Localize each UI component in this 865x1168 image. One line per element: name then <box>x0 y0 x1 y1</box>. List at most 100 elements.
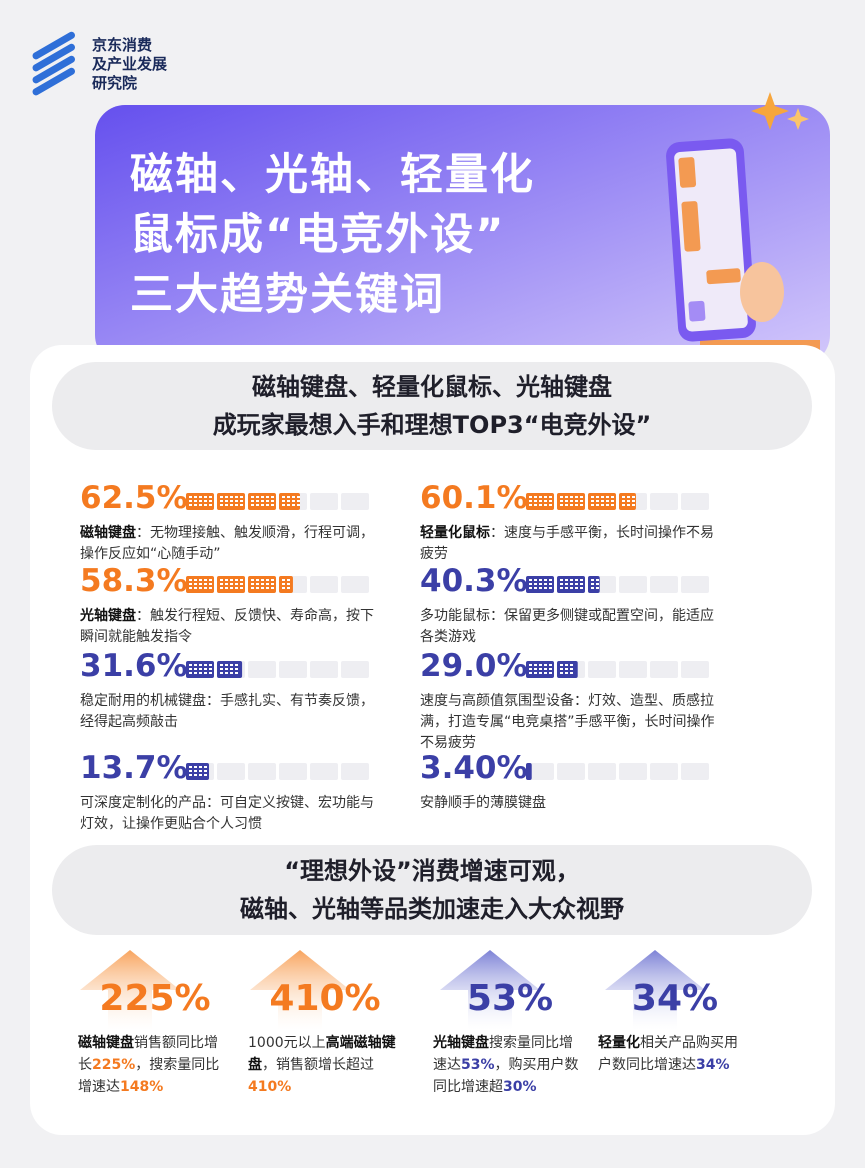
key <box>266 504 269 506</box>
key <box>560 587 563 589</box>
text-part: 148% <box>120 1079 164 1095</box>
key <box>235 583 238 585</box>
key <box>261 583 264 585</box>
key <box>282 496 285 498</box>
key <box>570 504 573 506</box>
key <box>220 668 223 670</box>
key <box>204 668 207 670</box>
key <box>622 496 625 498</box>
icon-empty <box>650 661 678 678</box>
key <box>194 587 197 589</box>
section-title: 磁轴键盘、轻量化鼠标、光轴键盘 <box>252 373 612 401</box>
key <box>209 587 212 589</box>
pictogram <box>186 661 243 678</box>
key <box>601 504 604 506</box>
icon-empty <box>310 763 338 780</box>
key <box>189 583 192 585</box>
banner-title: 三大趋势关键词 <box>130 270 445 320</box>
key <box>570 587 573 589</box>
key <box>560 664 563 666</box>
key <box>565 668 568 670</box>
key <box>230 500 233 502</box>
key <box>235 504 238 506</box>
key <box>235 664 238 666</box>
key <box>549 504 552 506</box>
key <box>189 672 192 674</box>
key <box>266 496 269 498</box>
key <box>622 500 625 502</box>
icon-empty <box>588 661 616 678</box>
description: 轻量化鼠标：速度与手感平衡，长时间操作不易疲劳 <box>420 523 725 565</box>
key <box>251 504 254 506</box>
text-part: 高端磁轴键盘 <box>248 1035 396 1073</box>
key <box>580 500 583 502</box>
key <box>611 496 614 498</box>
key <box>204 766 207 768</box>
key <box>209 500 212 502</box>
key <box>194 500 197 502</box>
key <box>204 774 207 776</box>
key <box>240 587 243 589</box>
key <box>261 500 264 502</box>
key <box>534 672 537 674</box>
key <box>261 504 264 506</box>
pictogram <box>186 576 293 593</box>
key <box>565 664 568 666</box>
text-part: ，购买用户数同比增速超 <box>433 1057 579 1095</box>
key <box>539 587 542 589</box>
icon-empty <box>650 763 678 780</box>
percent: 58.3% <box>80 563 188 599</box>
key <box>529 583 532 585</box>
icon-empty <box>217 763 245 780</box>
stat-description: 光轴键盘搜索量同比增速达53%，购买用户数同比增速超30% <box>433 1032 583 1098</box>
banner <box>95 105 830 365</box>
section-title: 成玩家最想入手和理想TOP3“电竞外设” <box>212 411 652 439</box>
key <box>539 496 542 498</box>
key <box>204 664 207 666</box>
key <box>230 587 233 589</box>
key <box>194 766 197 768</box>
key <box>287 504 290 506</box>
key <box>580 504 583 506</box>
icon-empty <box>310 576 338 593</box>
key <box>544 672 547 674</box>
key <box>282 504 285 506</box>
key <box>570 672 573 674</box>
key <box>225 496 228 498</box>
key <box>204 504 207 506</box>
text-part: 光轴键盘 <box>433 1035 489 1051</box>
section-header <box>52 362 812 450</box>
key <box>560 500 563 502</box>
key <box>225 668 228 670</box>
text-part: 53% <box>461 1057 495 1073</box>
key <box>287 587 290 589</box>
key <box>627 500 630 502</box>
key <box>209 668 212 670</box>
key <box>544 500 547 502</box>
key <box>570 500 573 502</box>
key <box>529 672 532 674</box>
key <box>194 496 197 498</box>
key <box>235 587 238 589</box>
pictogram <box>526 576 600 593</box>
icon-empty <box>557 763 585 780</box>
key <box>560 672 563 674</box>
key <box>549 496 552 498</box>
key <box>230 496 233 498</box>
key <box>287 500 290 502</box>
section-title: “理想外设”消费增速可观， <box>284 857 580 885</box>
key <box>189 664 192 666</box>
card <box>30 345 835 1135</box>
icon-empty <box>619 576 647 593</box>
key <box>189 504 192 506</box>
key <box>544 496 547 498</box>
key <box>251 587 254 589</box>
key <box>292 504 295 506</box>
pictogram <box>186 763 210 780</box>
key <box>199 668 202 670</box>
icon-empty <box>341 763 369 780</box>
key <box>549 672 552 674</box>
icon-empty <box>279 661 307 678</box>
key <box>287 579 290 581</box>
key <box>194 774 197 776</box>
